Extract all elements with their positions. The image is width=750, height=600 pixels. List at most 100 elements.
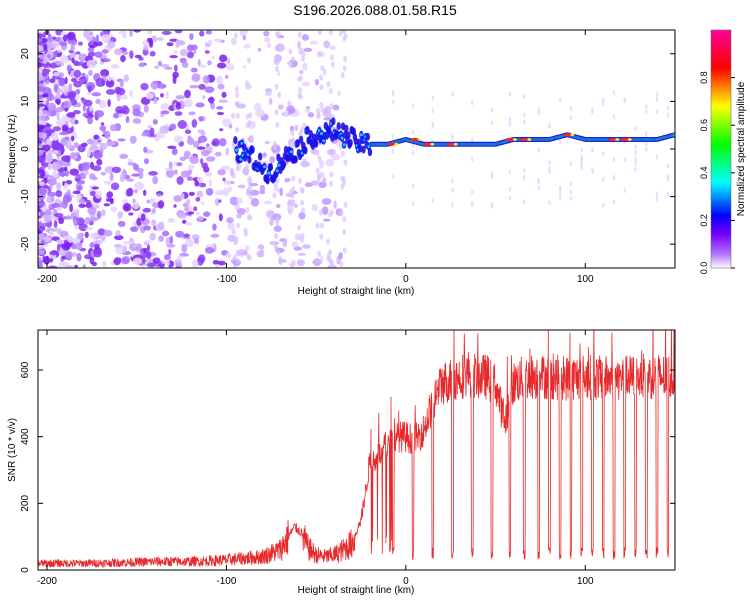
noise-blob	[82, 112, 89, 117]
noise-blob	[60, 150, 64, 155]
noise-blob	[152, 257, 161, 264]
noise-blob	[132, 108, 141, 117]
noise-blob	[152, 175, 159, 185]
noise-blob	[187, 211, 195, 215]
trace-cell	[276, 153, 281, 162]
noise-blob	[89, 105, 94, 112]
noise-blob	[174, 258, 182, 267]
noise-blob	[75, 209, 80, 218]
noise-blob	[91, 92, 102, 97]
streak-blob	[320, 65, 325, 72]
noise-blob	[122, 32, 127, 39]
streak-blob	[508, 91, 512, 97]
streak-blob	[591, 147, 594, 153]
noise-blob	[311, 180, 319, 186]
noise-blob	[58, 79, 66, 87]
trace-hotspot	[394, 142, 399, 146]
noise-blob	[132, 243, 141, 248]
trace-cell	[283, 145, 289, 154]
streak-blob	[340, 71, 345, 78]
noise-blob	[50, 40, 60, 50]
noise-blob	[41, 93, 49, 98]
streak-blob	[655, 191, 659, 197]
noise-blob	[204, 86, 215, 94]
streak-blob	[471, 156, 474, 162]
noise-blob	[110, 206, 118, 213]
noise-blob	[177, 212, 187, 219]
streak-blob	[569, 189, 573, 195]
noise-blob	[217, 83, 225, 90]
noise-blob	[141, 251, 150, 258]
noise-blob	[82, 264, 87, 268]
noise-blob	[192, 140, 200, 148]
noise-blob	[115, 106, 124, 114]
noise-blob	[228, 124, 233, 129]
noise-blob	[208, 179, 213, 188]
noise-blob	[189, 33, 194, 40]
trace-hotspot	[512, 138, 517, 141]
trace-cell	[275, 169, 279, 173]
noise-blob	[100, 209, 106, 217]
streak-blob	[343, 159, 348, 166]
noise-blob	[139, 248, 144, 256]
noise-blob	[293, 203, 299, 208]
streak-blob	[298, 93, 303, 100]
noise-blob	[148, 171, 158, 176]
noise-blob	[53, 149, 59, 155]
streak-blob	[236, 222, 241, 229]
noise-blob	[89, 217, 99, 222]
streak-blob	[343, 55, 348, 62]
noise-blob	[211, 55, 215, 60]
streak-blob	[411, 129, 415, 135]
streak-blob	[523, 112, 526, 118]
noise-blob	[117, 220, 126, 227]
streak-blob	[558, 189, 562, 195]
streak-blob	[233, 32, 238, 39]
noise-blob	[187, 205, 193, 214]
noise-blob	[55, 239, 65, 244]
noise-blob	[97, 228, 106, 236]
streak-blob	[623, 98, 626, 104]
noise-blob	[223, 180, 232, 186]
noise-blob	[293, 246, 303, 251]
noise-blob	[101, 34, 111, 43]
streak-blob	[591, 169, 594, 175]
noise-blob	[67, 31, 76, 41]
streak-blob	[569, 181, 573, 187]
trace-hotspot	[627, 138, 632, 141]
noise-blob	[165, 90, 169, 100]
streak-blob	[342, 228, 347, 235]
noise-blob	[219, 128, 224, 132]
trace-hotspot	[453, 142, 458, 146]
streak-blob	[320, 106, 325, 113]
noise-blob	[55, 118, 66, 128]
y-tick-label: 600	[20, 361, 31, 378]
noise-blob	[96, 210, 102, 220]
noise-blob	[80, 162, 90, 171]
trace-cell	[340, 136, 344, 140]
streak-blob	[273, 182, 278, 189]
streak-blob	[248, 193, 253, 200]
noise-blob	[104, 130, 111, 140]
noise-blob	[91, 146, 100, 150]
streak-blob	[290, 264, 295, 268]
noise-blob	[60, 204, 67, 208]
streak-blob	[299, 186, 304, 193]
noise-blob	[196, 257, 204, 266]
spectrogram-y-label: Frequency (Hz)	[7, 115, 18, 184]
noise-blob	[110, 63, 120, 69]
noise-blob	[129, 135, 137, 144]
trace-cell	[233, 136, 238, 145]
noise-blob	[143, 146, 148, 153]
noise-blob	[53, 50, 58, 58]
trace-hotspot	[615, 138, 620, 141]
noise-blob	[321, 206, 329, 216]
trace-cell	[234, 148, 238, 152]
noise-blob	[49, 257, 54, 263]
noise-blob	[92, 165, 102, 172]
streak-blob	[523, 199, 526, 205]
noise-blob	[134, 54, 142, 59]
noise-blob	[262, 152, 267, 157]
noise-blob	[179, 48, 188, 57]
noise-blob	[58, 171, 67, 177]
